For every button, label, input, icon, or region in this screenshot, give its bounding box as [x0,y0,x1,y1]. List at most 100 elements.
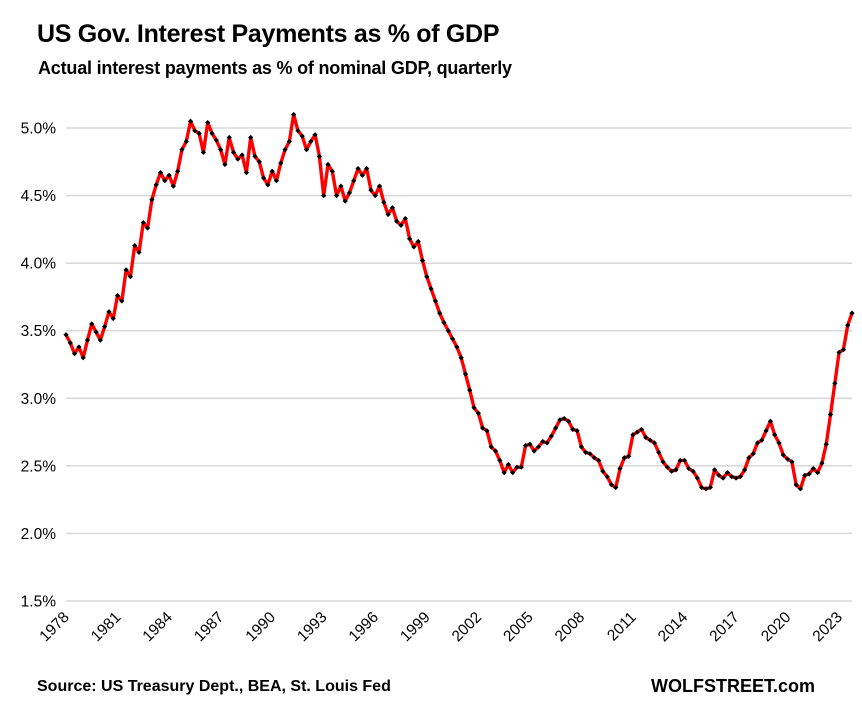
y-tick-label: 2.5% [21,458,57,475]
data-point-marker [402,215,408,222]
data-point-marker [475,410,481,416]
data-point-marker [716,472,722,478]
data-point-marker [840,347,847,353]
data-point-marker [338,183,344,189]
data-point-marker [114,292,121,299]
data-point-marker [754,440,761,446]
data-point-marker [832,380,838,387]
data-point-marker [428,286,434,292]
data-point-marker [149,197,155,203]
data-point-marker [192,128,198,134]
data-point-marker [458,355,464,361]
data-point-marker [187,118,194,124]
data-point-marker [123,267,129,273]
data-point-marker [686,465,692,472]
data-point-marker [209,130,215,137]
data-point-marker [359,172,365,178]
data-point-marker [80,355,86,361]
data-point-marker [243,169,249,176]
data-point-marker [810,465,816,472]
data-point-marker [329,168,335,174]
data-point-marker [849,310,855,316]
x-tick-label: 1993 [294,609,330,645]
data-point-marker [703,486,709,492]
data-point-marker [102,324,108,330]
data-point-marker [308,138,314,145]
data-point-marker [522,442,529,449]
data-point-marker [527,441,533,447]
data-point-marker [643,434,649,441]
data-point-marker [389,205,396,211]
y-tick-label: 4.0% [21,256,57,273]
data-point-marker [819,460,825,466]
data-point-marker [471,405,477,411]
data-point-marker [252,153,258,159]
data-point-marker [248,134,254,141]
data-point-marker [127,274,134,280]
data-point-marker [312,132,318,138]
chart-subtitle: Actual interest payments as % of nominal… [38,58,512,78]
data-point-marker [776,440,782,446]
data-point-marker [548,433,554,439]
data-point-marker [720,475,726,481]
data-point-marker [351,178,357,184]
data-point-marker [286,138,292,145]
data-point-marker [565,418,572,424]
x-tick-label: 1984 [140,609,177,646]
data-point-marker [321,192,327,199]
y-tick-label: 3.0% [21,391,57,408]
data-point-marker [303,147,310,153]
data-point-marker [750,451,756,457]
data-point-marker [299,133,305,139]
data-point-marker [497,457,503,464]
data-point-marker [772,432,778,438]
data-point-marker [93,329,99,335]
data-point-marker [256,159,262,165]
data-point-marker [681,457,688,464]
data-point-marker [707,484,713,491]
data-point-marker [604,474,610,480]
data-point-marker [651,440,658,446]
data-point-marker [179,147,185,153]
data-point-marker [346,190,353,196]
data-point-marker [226,134,232,141]
data-point-marker [213,137,219,143]
data-point-marker [634,429,640,435]
data-point-marker [445,328,451,334]
data-point-marker [617,465,623,472]
data-point-marker [342,198,348,204]
x-tick-label: 1978 [36,609,72,645]
data-point-marker [557,417,563,423]
data-point-marker [561,415,567,422]
data-point-marker [153,182,159,188]
data-point-marker [84,337,91,343]
data-point-marker [235,156,241,162]
data-point-marker [789,459,795,465]
data-point-marker [488,444,494,450]
data-point-marker [578,444,585,450]
data-point-marker [711,467,718,473]
data-point-marker [162,178,168,184]
x-tick-label: 2020 [758,609,795,646]
data-point-marker [724,470,731,476]
data-point-marker [480,425,486,431]
data-point-marker [823,441,829,447]
data-point-marker [291,111,297,118]
data-point-marker [364,165,370,172]
y-axis-labels: 5.0% 4.5% 4.0% 3.5% 3.0% 2.5% 2.0% 1.5% [21,121,57,611]
data-point-marker [540,438,546,445]
data-point-marker [175,168,181,174]
data-point-marker [802,472,808,478]
x-tick-label: 2005 [500,609,536,645]
data-point-marker [89,321,95,327]
data-point-marker [733,475,739,481]
data-point-marker [239,152,245,158]
x-axis-labels: 1978 1981 1984 1987 1990 1993 1996 1999 2002 2005… [36,609,846,646]
chart-title: US Gov. Interest Payments as % of GDP [37,20,500,48]
data-point-marker [136,249,142,255]
data-point-marker [205,119,211,126]
data-point-marker [531,448,537,454]
data-point-marker [140,220,146,226]
data-point-marker [677,457,683,464]
data-point-marker [97,337,103,343]
